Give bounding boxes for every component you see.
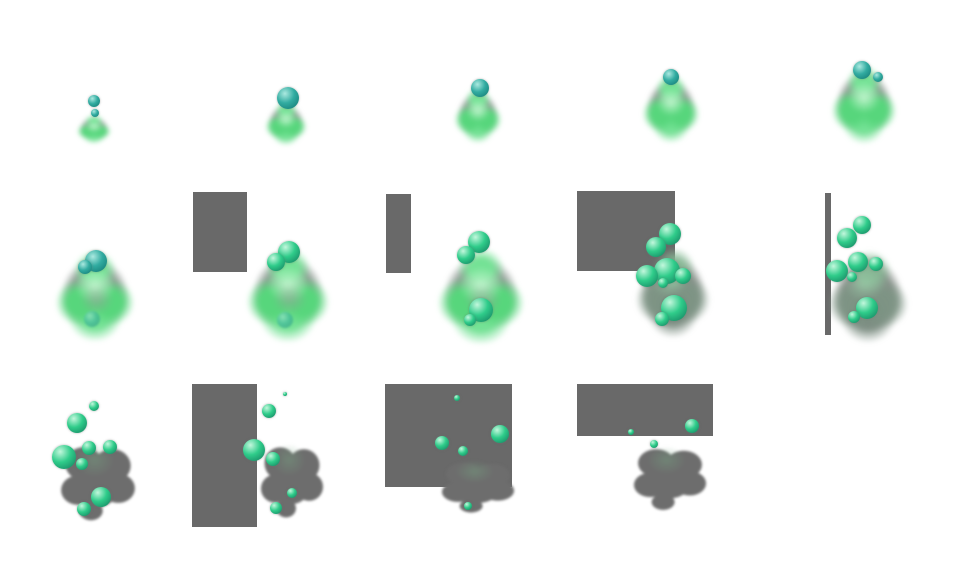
bubble [457,246,475,264]
gas-cloud-green [642,72,700,144]
bubble [82,441,96,455]
gray-artifact [577,384,713,436]
bubble [277,87,299,109]
bubble [287,488,297,498]
bubble [869,257,883,271]
bubble [848,311,860,323]
gray-artifact [825,193,831,335]
gas-cloud-green [77,114,111,144]
bubble [270,502,282,514]
bubble [469,298,493,322]
bubble [661,295,687,321]
gas-cloud-green2 [437,246,525,344]
bubble [262,404,276,418]
bubble [471,79,489,97]
bubble [77,502,91,516]
gray-artifact [386,194,411,273]
bubble [658,278,668,288]
bubble [848,252,868,272]
bubble [464,502,472,510]
gas-cloud-graygreen [635,245,711,339]
gas-cloud-green [454,86,502,144]
gas-cloud-gray [255,431,329,521]
bubble [654,258,680,284]
bubble [628,429,634,435]
bubble [458,446,468,456]
bubble [685,419,699,433]
bubble [88,95,100,107]
bubble [84,311,100,327]
gas-cloud-gray [435,451,521,515]
bubble [103,440,117,454]
bubble [266,452,280,466]
bubble [278,241,300,263]
bubble [52,445,76,469]
bubble [847,272,857,282]
bubble [243,439,265,461]
bubble [837,228,857,248]
gas-cloud-green [831,63,897,145]
bubble [76,458,88,470]
bubble [435,436,449,450]
bubble [91,109,99,117]
gray-artifact [192,384,257,527]
bubble [655,312,669,326]
bubble [826,260,848,282]
bubble [89,401,99,411]
bubble [67,413,87,433]
gas-cloud-green [265,100,307,146]
bubble [454,395,460,401]
bubble [277,312,293,328]
bubble [675,268,691,284]
bubble [856,297,878,319]
gas-cloud-graygreen [827,248,909,344]
gray-artifact [577,191,675,271]
gray-artifact [193,192,247,272]
bubble [873,72,883,82]
bubble [853,216,871,234]
bubble [85,250,107,272]
bubble [91,487,111,507]
bubble [464,314,476,326]
bubble [491,425,509,443]
bubble [659,223,681,245]
gas-cloud-green2 [55,249,135,341]
gas-cloud-green2 [246,246,330,342]
bubble [663,69,679,85]
bubble [283,392,287,396]
bubble [853,61,871,79]
gas-cloud-gray [627,435,713,513]
gray-artifact [385,384,512,487]
bubble [646,237,666,257]
bubble [468,231,490,253]
bubble [267,253,285,271]
bubble [78,260,92,274]
gas-cloud-gray [54,430,142,524]
bubble [650,440,658,448]
bubble [636,265,658,287]
